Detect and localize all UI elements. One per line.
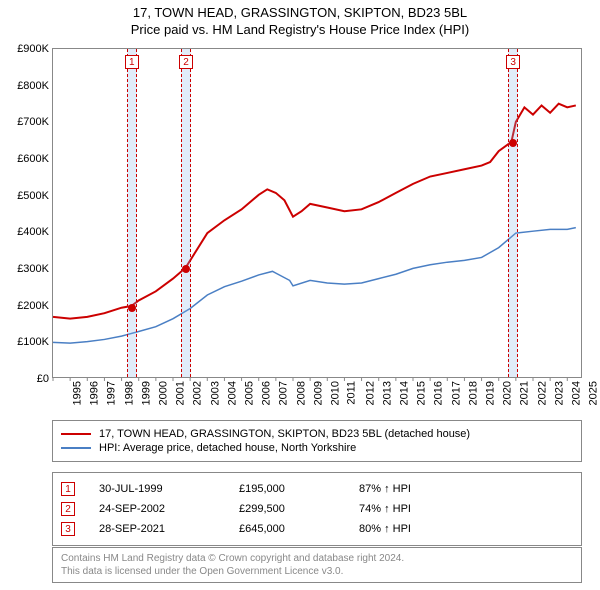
y-tick-label: £700K bbox=[17, 116, 49, 128]
x-tick-label: 1996 bbox=[89, 381, 101, 405]
x-tick-label: 2024 bbox=[571, 381, 583, 405]
legend-box: 17, TOWN HEAD, GRASSINGTON, SKIPTON, BD2… bbox=[52, 420, 582, 462]
x-tick-label: 2015 bbox=[416, 381, 428, 405]
y-tick-label: £500K bbox=[17, 190, 49, 202]
x-tick-label: 2018 bbox=[467, 381, 479, 405]
x-tick-label: 2001 bbox=[175, 381, 187, 405]
sale-marker-number: 1 bbox=[125, 55, 139, 69]
x-tick-label: 2021 bbox=[519, 381, 531, 405]
sales-row-price: £645,000 bbox=[239, 523, 359, 535]
sale-marker-band bbox=[127, 49, 137, 377]
x-tick-label: 2014 bbox=[398, 381, 410, 405]
x-tick-label: 2009 bbox=[312, 381, 324, 405]
y-tick-label: £200K bbox=[17, 300, 49, 312]
title-block: 17, TOWN HEAD, GRASSINGTON, SKIPTON, BD2… bbox=[0, 0, 600, 39]
sales-row-pct: 74% ↑ HPI bbox=[359, 503, 573, 515]
x-tick-label: 2006 bbox=[261, 381, 273, 405]
sales-row-number: 1 bbox=[61, 482, 75, 496]
sale-marker-band bbox=[508, 49, 518, 377]
x-tick-label: 1997 bbox=[106, 381, 118, 405]
x-tick-label: 2005 bbox=[244, 381, 256, 405]
x-tick-label: 2010 bbox=[330, 381, 342, 405]
chart-plot-area: £0£100K£200K£300K£400K£500K£600K£700K£80… bbox=[52, 48, 582, 378]
x-tick-label: 2023 bbox=[553, 381, 565, 405]
x-tick-label: 2019 bbox=[484, 381, 496, 405]
x-tick-label: 1999 bbox=[140, 381, 152, 405]
x-tick-label: 2017 bbox=[450, 381, 462, 405]
sales-row-date: 30-JUL-1999 bbox=[99, 483, 239, 495]
y-tick-label: £0 bbox=[37, 373, 49, 385]
legend-swatch-hpi bbox=[61, 447, 91, 449]
x-tick-label: 2008 bbox=[295, 381, 307, 405]
x-tick-label: 2002 bbox=[192, 381, 204, 405]
chart-container: 17, TOWN HEAD, GRASSINGTON, SKIPTON, BD2… bbox=[0, 0, 600, 590]
y-tick-label: £600K bbox=[17, 153, 49, 165]
legend-label-property: 17, TOWN HEAD, GRASSINGTON, SKIPTON, BD2… bbox=[99, 428, 470, 440]
x-tick-label: 1998 bbox=[123, 381, 135, 405]
sales-row-pct: 87% ↑ HPI bbox=[359, 483, 573, 495]
sales-row-pct: 80% ↑ HPI bbox=[359, 523, 573, 535]
x-tick-label: 2000 bbox=[158, 381, 170, 405]
x-tick-label: 2012 bbox=[364, 381, 376, 405]
y-tick-label: £900K bbox=[17, 43, 49, 55]
x-tick-label: 2007 bbox=[278, 381, 290, 405]
y-tick-label: £800K bbox=[17, 80, 49, 92]
sale-marker-dot bbox=[128, 304, 136, 312]
y-tick-label: £100K bbox=[17, 336, 49, 348]
sale-marker-dot bbox=[509, 139, 517, 147]
sales-table: 1 30-JUL-1999£195,00087% ↑ HPI 2 24-SEP-200… bbox=[52, 472, 582, 546]
legend-label-hpi: HPI: Average price, detached house, Nort… bbox=[99, 442, 356, 454]
sales-row-date: 28-SEP-2021 bbox=[99, 523, 239, 535]
sales-row-price: £299,500 bbox=[239, 503, 359, 515]
x-tick-label: 2004 bbox=[226, 381, 238, 405]
x-tick-label: 2022 bbox=[536, 381, 548, 405]
sales-row: 1 30-JUL-1999£195,00087% ↑ HPI bbox=[61, 479, 573, 499]
x-tick-label: 1995 bbox=[71, 381, 83, 405]
legend-swatch-property bbox=[61, 433, 91, 435]
x-tick-label: 2020 bbox=[502, 381, 514, 405]
sale-marker-number: 3 bbox=[506, 55, 520, 69]
x-tick-label: 2013 bbox=[381, 381, 393, 405]
sale-marker-dot bbox=[182, 265, 190, 273]
title-subtitle: Price paid vs. HM Land Registry's House … bbox=[0, 22, 600, 39]
footer-line1: Contains HM Land Registry data © Crown c… bbox=[61, 552, 573, 565]
title-address: 17, TOWN HEAD, GRASSINGTON, SKIPTON, BD2… bbox=[0, 5, 600, 22]
sales-row-price: £195,000 bbox=[239, 483, 359, 495]
sales-row-date: 24-SEP-2002 bbox=[99, 503, 239, 515]
footer-line2: This data is licensed under the Open Gov… bbox=[61, 565, 573, 578]
sales-row: 2 24-SEP-2002£299,50074% ↑ HPI bbox=[61, 499, 573, 519]
legend-row-property: 17, TOWN HEAD, GRASSINGTON, SKIPTON, BD2… bbox=[61, 427, 573, 441]
x-tick-label: 2011 bbox=[346, 381, 358, 405]
sales-row: 3 28-SEP-2021£645,00080% ↑ HPI bbox=[61, 519, 573, 539]
sales-row-number: 3 bbox=[61, 522, 75, 536]
x-tick-label: 2003 bbox=[209, 381, 221, 405]
sales-row-number: 2 bbox=[61, 502, 75, 516]
sale-marker-band bbox=[181, 49, 191, 377]
y-tick-label: £300K bbox=[17, 263, 49, 275]
footer-attribution: Contains HM Land Registry data © Crown c… bbox=[52, 547, 582, 583]
x-tick-label: 2016 bbox=[433, 381, 445, 405]
sale-marker-number: 2 bbox=[179, 55, 193, 69]
legend-row-hpi: HPI: Average price, detached house, Nort… bbox=[61, 441, 573, 455]
y-tick-label: £400K bbox=[17, 226, 49, 238]
x-tick-label: 2025 bbox=[588, 381, 600, 405]
